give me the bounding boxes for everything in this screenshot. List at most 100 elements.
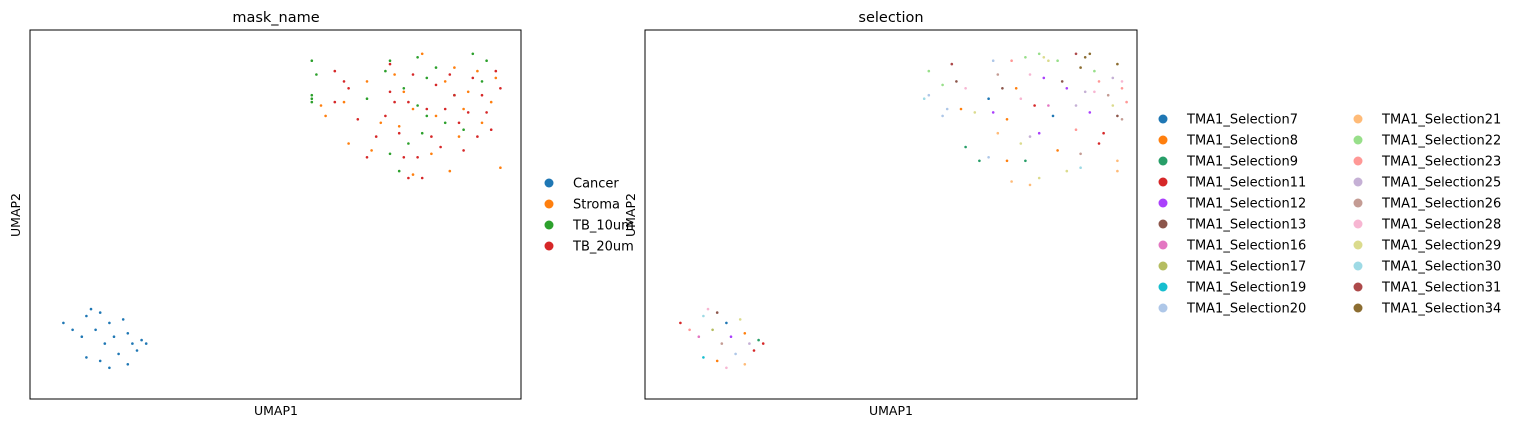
scatter-point	[462, 128, 465, 131]
scatter-point	[1047, 104, 1050, 107]
scatter-point	[425, 114, 429, 118]
scatter-point	[964, 145, 967, 149]
scatter-point	[131, 342, 134, 345]
legend-marker	[544, 220, 554, 230]
scatter-point	[393, 73, 396, 76]
scatter-point	[991, 111, 995, 114]
scatter-point	[103, 342, 107, 345]
scatter-point	[1010, 59, 1013, 62]
scatter-point	[1093, 69, 1096, 73]
scatter-point	[1088, 111, 1092, 114]
scatter-point	[494, 76, 498, 80]
scatter-point	[365, 156, 369, 159]
scatter-point	[425, 76, 429, 80]
scatter-point	[476, 69, 479, 73]
scatter-point	[319, 104, 323, 107]
plot-frame	[29, 29, 522, 400]
scatter-point	[1056, 59, 1059, 62]
chart-title: selection	[858, 10, 923, 26]
legend-label: Cancer	[573, 177, 619, 192]
scatter-point	[471, 76, 475, 80]
scatter-point	[397, 169, 401, 173]
scatter-point	[374, 135, 378, 138]
scatter-point	[1097, 80, 1101, 83]
scatter-point	[1088, 52, 1092, 56]
scatter-point	[480, 93, 484, 97]
scatter-point	[922, 97, 926, 100]
scatter-point	[388, 59, 392, 62]
scatter-point	[941, 83, 944, 87]
scatter-point	[927, 93, 931, 97]
legend-label: TB_20um	[572, 240, 634, 255]
scatter-points	[62, 52, 502, 370]
scatter-point	[706, 307, 710, 311]
legend-marker	[1353, 177, 1363, 187]
scatter-point	[688, 328, 691, 332]
scatter-point	[978, 159, 981, 163]
scatter-point	[715, 359, 719, 363]
legend-label: TMA1_Selection34	[1381, 302, 1501, 317]
scatter-point	[393, 100, 396, 104]
scatter-point	[310, 93, 314, 97]
scatter-point	[494, 69, 498, 73]
scatter-point	[1074, 104, 1078, 107]
scatter-point	[476, 135, 479, 138]
scatter-point	[1116, 114, 1119, 118]
legend-marker	[1353, 156, 1363, 166]
scatter-point	[1120, 87, 1124, 90]
scatter-point	[1010, 180, 1013, 183]
legend-label: TMA1_Selection9	[1186, 155, 1298, 170]
x-axis-label: UMAP1	[869, 403, 913, 418]
scatter-point	[1111, 76, 1115, 80]
scatter-point	[411, 173, 415, 176]
x-axis-label: UMAP1	[254, 403, 298, 418]
scatter-point	[945, 107, 949, 111]
scatter-point	[407, 142, 410, 145]
legend-marker	[1353, 261, 1363, 271]
legend: TMA1_Selection7 TMA1_Selection8 TMA1_Selec…	[1158, 113, 1501, 317]
scatter-point	[1111, 104, 1115, 107]
scatter-point	[761, 342, 765, 345]
scatter-point	[489, 128, 493, 131]
scatter-point	[144, 342, 148, 345]
scatter-point	[108, 321, 111, 325]
scatter-point	[1102, 131, 1105, 135]
scatter-point	[347, 87, 350, 90]
scatter-point	[1116, 169, 1119, 173]
scatter-point	[1097, 142, 1101, 145]
scatter-point	[950, 62, 954, 66]
scatter-point	[85, 356, 88, 359]
scatter-point	[453, 66, 456, 69]
legend-marker	[1158, 135, 1168, 145]
scatter-point	[489, 100, 493, 104]
scatter-point	[1056, 149, 1059, 152]
scatter-point	[402, 87, 406, 90]
legend-marker	[1158, 303, 1168, 313]
y-axis-label: UMAP2	[623, 193, 638, 237]
scatter-point	[927, 69, 931, 73]
scatter-point	[720, 342, 724, 345]
legend-marker	[1353, 219, 1363, 229]
scatter-point	[1019, 142, 1023, 145]
scatter-point	[1024, 56, 1027, 59]
scatter-point	[1019, 97, 1023, 100]
scatter-point	[420, 131, 424, 135]
scatter-point	[1005, 159, 1009, 163]
legend-label: TMA1_Selection19	[1186, 281, 1306, 296]
scatter-point	[996, 131, 1000, 135]
legend-marker	[1158, 114, 1168, 124]
scatter-point	[310, 97, 314, 100]
legend-marker	[544, 178, 554, 188]
scatter-point	[1093, 90, 1096, 94]
scatter-point	[85, 314, 88, 318]
scatter-point	[1074, 128, 1078, 131]
scatter-point	[1079, 66, 1082, 69]
scatter-point	[407, 100, 410, 104]
scatter-point	[697, 335, 701, 339]
scatter-point	[1028, 183, 1032, 187]
scatter-point	[388, 152, 392, 156]
scatter-point	[725, 321, 728, 325]
legend-label: TMA1_Selection8	[1186, 134, 1298, 149]
scatter-point	[453, 93, 456, 97]
scatter-point	[1120, 80, 1124, 83]
